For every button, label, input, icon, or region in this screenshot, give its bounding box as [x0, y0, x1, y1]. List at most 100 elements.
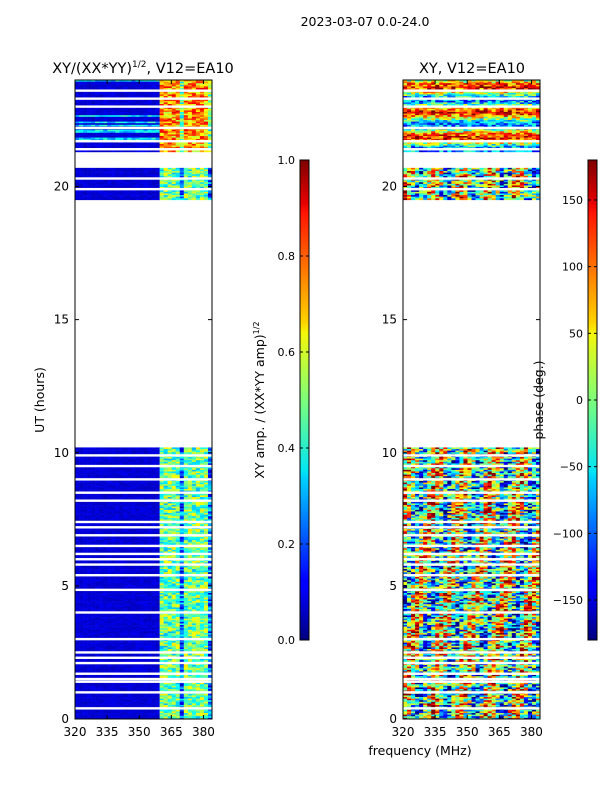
amp-heat-cell — [115, 679, 120, 682]
amp-heat-cell — [191, 554, 197, 557]
amp-heat-cell — [195, 548, 201, 551]
amp-heat-cell — [143, 532, 148, 535]
amp-heat-cell — [167, 489, 173, 491]
amp-heat-cell — [207, 514, 213, 517]
amp-heat-cell — [159, 487, 164, 490]
amp-heat-cell — [123, 485, 128, 488]
amp-heat-cell — [199, 629, 205, 632]
amp-heat-cell — [179, 669, 185, 672]
amp-heat-cell — [155, 516, 160, 519]
amp-heat-cell — [119, 461, 124, 464]
amp-heat-cell — [95, 647, 100, 650]
amp-heat-cell — [139, 529, 144, 531]
amp-heat-cell — [191, 647, 197, 650]
amp-heat-cell — [179, 537, 185, 539]
amp-heat-cell — [175, 655, 181, 658]
amp-heat-cell — [87, 626, 92, 629]
amp-heat-cell — [135, 548, 140, 551]
amp-heat-cell — [131, 647, 136, 650]
amp-heat-cell — [195, 532, 201, 535]
amp-heat-cell — [135, 609, 140, 611]
amp-heat-cell — [199, 508, 205, 511]
amp-heat-cell — [135, 540, 140, 543]
amp-heat-cell — [127, 495, 132, 498]
amp-heat-cell — [175, 628, 181, 631]
amp-heat-cell — [203, 458, 209, 461]
amp-heat-cell — [163, 551, 168, 554]
amp-heat-cell — [99, 469, 104, 472]
amp-heat-cell — [163, 466, 168, 469]
amp-heat-cell — [83, 671, 88, 674]
amp-heat-cell — [91, 572, 96, 575]
amp-heat-cell — [187, 541, 193, 544]
amp-heat-cell — [187, 580, 193, 583]
amp-heat-cell — [207, 605, 213, 608]
amp-heat-cell — [159, 660, 164, 663]
amp-heat-cell — [79, 666, 84, 669]
amp-heat-cell — [115, 463, 120, 466]
amp-heat-cell — [147, 596, 152, 599]
amp-heat-cell — [147, 668, 152, 671]
amp-heat-cell — [123, 593, 128, 595]
amp-heat-cell — [87, 572, 92, 575]
amp-heat-cell — [203, 628, 209, 631]
amp-heat-cell — [175, 503, 181, 506]
amp-heat-cell — [131, 468, 136, 471]
amp-heat-cell — [103, 543, 108, 546]
amp-heat-cell — [103, 493, 108, 496]
amp-heat-cell — [99, 567, 104, 570]
amp-heat-cell — [147, 537, 152, 539]
amp-heat-cell — [131, 671, 136, 674]
amp-heat-cell — [143, 452, 148, 455]
amp-heat-cell — [203, 636, 209, 639]
amp-heat-cell — [139, 593, 144, 595]
amp-heat-cell — [151, 541, 156, 544]
amp-heat-cell — [91, 466, 96, 469]
amp-heatmap — [75, 80, 213, 720]
amp-heat-cell — [103, 601, 108, 603]
amp-heat-cell — [143, 460, 148, 463]
amp-heat-cell — [87, 461, 92, 464]
amp-heat-cell — [83, 623, 88, 626]
amp-heat-cell — [155, 468, 160, 471]
amp-heat-cell — [99, 481, 104, 483]
amp-heat-cell — [191, 516, 197, 519]
amp-heat-cell — [131, 580, 136, 583]
amp-heat-cell — [179, 601, 185, 603]
amp-heat-cell — [119, 596, 124, 599]
amp-heat-cell — [183, 524, 189, 527]
amp-heat-cell — [127, 513, 132, 515]
amp-heat-cell — [203, 580, 209, 583]
amp-heat-cell — [99, 484, 104, 487]
amp-heat-cell — [111, 508, 116, 511]
amp-heat-cell — [179, 452, 185, 455]
amp-heat-cell — [95, 633, 100, 635]
amp-heat-cell — [79, 497, 84, 499]
amp-heat-cell — [139, 543, 144, 546]
amp-heat-cell — [147, 458, 152, 461]
amp-heat-cell — [167, 541, 173, 544]
amp-heat-cell — [119, 599, 124, 602]
amp-heat-cell — [103, 572, 108, 575]
amp-heat-cell — [79, 487, 84, 490]
amp-heat-cell — [119, 591, 124, 594]
amp-heat-cell — [119, 615, 124, 618]
amp-heat-cell — [195, 605, 201, 608]
amp-heat-cell — [79, 596, 84, 599]
amp-heat-cell — [79, 505, 84, 507]
amp-heat-cell — [83, 679, 88, 682]
amp-heat-cell — [79, 519, 84, 522]
amp-heat-cell — [107, 474, 112, 477]
amp-heat-cell — [159, 450, 164, 453]
amp-heat-cell — [159, 653, 164, 656]
amp-heat-cell — [79, 645, 84, 648]
amp-heat-cell — [127, 476, 132, 479]
amp-heat-cell — [147, 629, 152, 632]
amp-heat-cell — [187, 551, 193, 554]
amp-heat-cell — [123, 594, 128, 597]
amp-heat-cell — [95, 605, 100, 608]
amp-heat-cell — [199, 623, 205, 626]
amp-heat-cell — [179, 609, 185, 611]
amp-heat-cell — [207, 466, 213, 469]
amp-heat-cell — [207, 615, 213, 618]
